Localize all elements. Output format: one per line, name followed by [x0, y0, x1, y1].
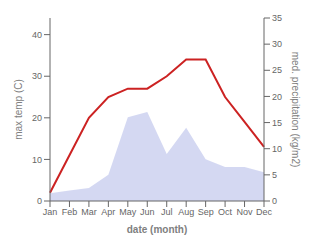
svg-text:0: 0 — [37, 196, 42, 206]
svg-text:Mar: Mar — [81, 207, 97, 217]
svg-text:40: 40 — [32, 30, 42, 40]
svg-text:date (month): date (month) — [127, 224, 188, 235]
svg-text:30: 30 — [32, 71, 42, 81]
svg-text:May: May — [119, 207, 137, 217]
svg-text:30: 30 — [272, 39, 282, 49]
svg-text:25: 25 — [272, 65, 282, 75]
svg-text:Aug: Aug — [178, 207, 194, 217]
svg-text:Apr: Apr — [101, 207, 115, 217]
svg-text:Feb: Feb — [62, 207, 78, 217]
svg-text:Jun: Jun — [140, 207, 155, 217]
svg-text:20: 20 — [272, 92, 282, 102]
svg-text:35: 35 — [272, 13, 282, 23]
svg-text:10: 10 — [272, 144, 282, 154]
svg-text:20: 20 — [32, 113, 42, 123]
svg-text:Dec: Dec — [256, 207, 273, 217]
svg-text:Jul: Jul — [161, 207, 173, 217]
svg-text:Oct: Oct — [218, 207, 233, 217]
svg-text:0: 0 — [272, 196, 277, 206]
svg-text:max temp (C): max temp (C) — [13, 79, 24, 140]
svg-text:10: 10 — [32, 155, 42, 165]
svg-text:Nov: Nov — [237, 207, 254, 217]
svg-text:15: 15 — [272, 118, 282, 128]
svg-text:Jan: Jan — [43, 207, 58, 217]
svg-text:Sep: Sep — [198, 207, 214, 217]
svg-text:5: 5 — [272, 170, 277, 180]
svg-text:med. precipitation (kg/m2): med. precipitation (kg/m2) — [290, 52, 301, 168]
